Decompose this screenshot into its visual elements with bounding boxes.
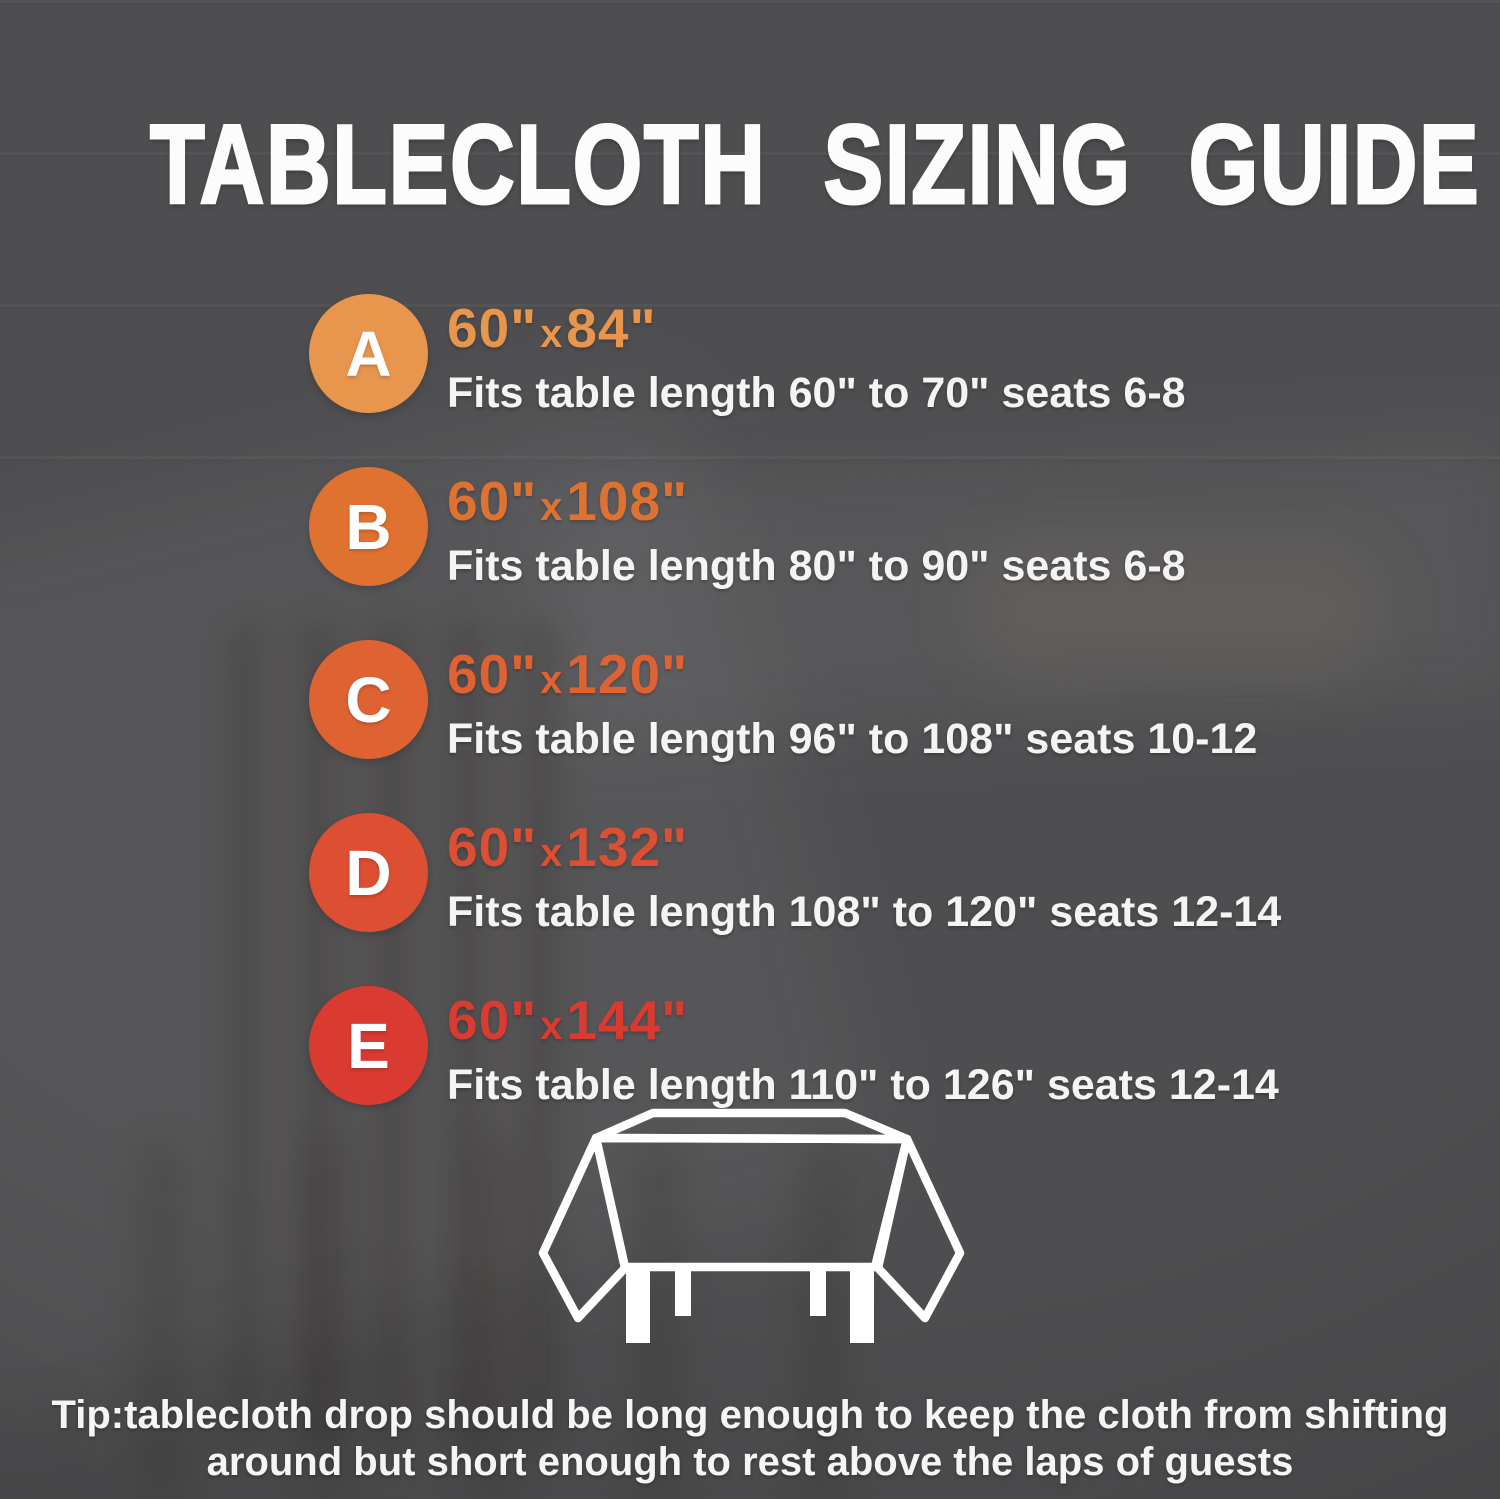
size-row-text: 60"x120" Fits table length 96" to 108" s… — [447, 640, 1257, 762]
size-length: 84" — [566, 297, 657, 359]
table-leg-back-left — [675, 1269, 691, 1316]
size-separator: x — [540, 312, 564, 356]
size-badge-letter: E — [347, 1009, 390, 1082]
size-length: 132" — [566, 816, 689, 878]
table-leg-front-right — [850, 1267, 874, 1343]
size-dimensions-label: 60"x84" — [447, 298, 1186, 364]
size-row-text: 60"x144" Fits table length 110" to 126" … — [447, 986, 1279, 1108]
size-fits-label: Fits table length 80" to 90" seats 6-8 — [447, 542, 1186, 590]
size-badge-b: B — [309, 467, 428, 586]
size-row-text: 60"x84" Fits table length 60" to 70" sea… — [447, 294, 1186, 416]
tablecloth-corner-flap-left — [538, 1133, 630, 1323]
size-width: 60" — [447, 816, 538, 878]
size-fits-label: Fits table length 108" to 120" seats 12-… — [447, 888, 1282, 936]
size-separator: x — [540, 658, 564, 702]
size-badge-d: D — [309, 813, 428, 932]
size-width: 60" — [447, 989, 538, 1051]
size-row-a: A 60"x84" Fits table length 60" to 70" s… — [309, 294, 1281, 416]
size-separator: x — [540, 831, 564, 875]
size-separator: x — [540, 1004, 564, 1048]
size-row-text: 60"x132" Fits table length 108" to 120" … — [447, 813, 1281, 935]
size-row-b: B 60"x108" Fits table length 80" to 90" … — [309, 467, 1281, 589]
size-badge-letter: D — [345, 836, 392, 909]
size-row-d: D 60"x132" Fits table length 108" to 120… — [309, 813, 1281, 935]
size-length: 120" — [566, 643, 689, 705]
size-list: A 60"x84" Fits table length 60" to 70" s… — [309, 294, 1281, 1159]
tablecloth-corner-flap-right — [873, 1134, 965, 1323]
tip-line-1: Tip:tablecloth drop should be long enoug… — [51, 1393, 1449, 1437]
table-leg-front-left — [626, 1267, 650, 1343]
size-length: 144" — [566, 989, 689, 1051]
size-width: 60" — [447, 470, 538, 532]
tip-text: Tip:tablecloth drop should be long enoug… — [0, 1392, 1500, 1486]
size-badge-letter: C — [345, 663, 392, 736]
size-badge-c: C — [309, 640, 428, 759]
size-width: 60" — [447, 643, 538, 705]
size-row-c: C 60"x120" Fits table length 96" to 108"… — [309, 640, 1281, 762]
size-badge-e: E — [309, 986, 428, 1105]
size-width: 60" — [447, 297, 538, 359]
size-dimensions-label: 60"x132" — [447, 817, 1281, 883]
size-separator: x — [540, 485, 564, 529]
size-fits-label: Fits table length 110" to 126" seats 12-… — [447, 1061, 1279, 1109]
tablecloth-table-illustration — [538, 1108, 965, 1343]
page-title: TABLECLOTH SIZING GUIDE — [149, 101, 1481, 229]
size-length: 108" — [566, 470, 689, 532]
size-badge-letter: B — [345, 490, 392, 563]
size-dimensions-label: 60"x108" — [447, 471, 1186, 537]
table-leg-back-right — [810, 1269, 826, 1316]
size-badge-letter: A — [345, 317, 392, 390]
size-badge-a: A — [309, 294, 428, 413]
size-fits-label: Fits table length 96" to 108" seats 10-1… — [447, 715, 1258, 763]
size-dimensions-label: 60"x120" — [447, 644, 1257, 710]
tablecloth-front-drape — [591, 1133, 912, 1272]
size-row-e: E 60"x144" Fits table length 110" to 126… — [309, 986, 1281, 1108]
tip-line-2: around but short enough to rest above th… — [206, 1440, 1294, 1484]
size-fits-label: Fits table length 60" to 70" seats 6-8 — [447, 369, 1186, 417]
size-row-text: 60"x108" Fits table length 80" to 90" se… — [447, 467, 1186, 589]
size-dimensions-label: 60"x144" — [447, 990, 1279, 1056]
